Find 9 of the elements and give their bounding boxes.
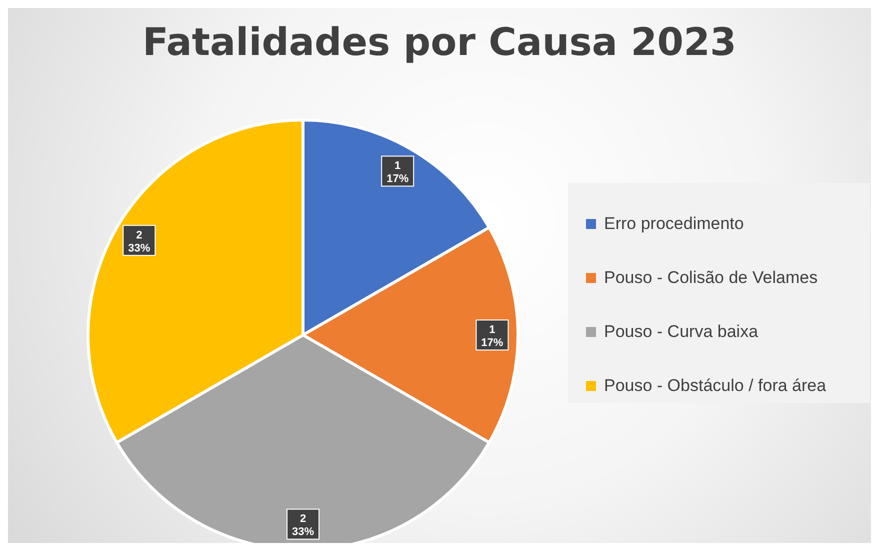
legend-label: Pouso - Obstáculo / fora área — [604, 376, 826, 396]
legend-label: Pouso - Colisão de Velames — [604, 268, 818, 288]
legend-label: Erro procedimento — [604, 214, 744, 234]
data-label: 1 17% — [481, 324, 504, 349]
data-label: 2 33% — [292, 513, 314, 538]
legend-label: Pouso - Curva baixa — [604, 322, 758, 342]
chart-title: Fatalidades por Causa 2023 — [141, 20, 738, 64]
data-label: 2 33% — [128, 229, 150, 254]
data-label: 1 17% — [386, 160, 409, 186]
